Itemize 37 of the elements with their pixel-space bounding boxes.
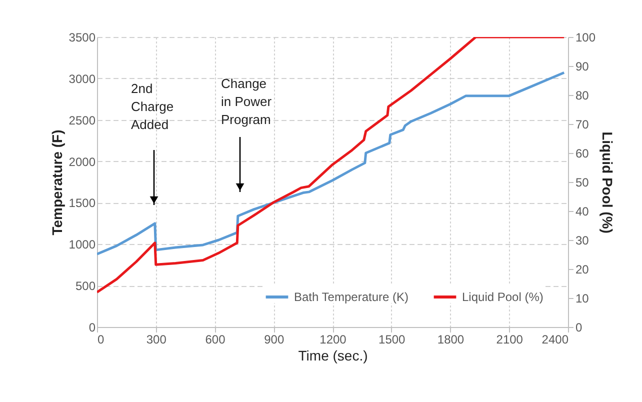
y-tick-label: 0	[88, 320, 96, 334]
y-tick-label: 3500	[68, 30, 96, 44]
y-tick-label: 1000	[68, 238, 96, 252]
x-tick-label: 300	[146, 332, 167, 346]
y2-tick-label: 20	[576, 262, 590, 276]
x-tick-label: 1200	[320, 332, 347, 346]
line-series	[97, 71, 566, 256]
y2-tick-label: 70	[576, 118, 590, 132]
x-tick-label: 2100	[496, 332, 524, 346]
annotation: 2nd Charge Added	[131, 81, 174, 132]
y2-axis-title: Liquid Pool (%)	[600, 132, 616, 234]
x-tick-label: 600	[205, 332, 226, 346]
y2-tick-label: 40	[576, 204, 590, 218]
legend-label: Liquid Pool (%)	[462, 290, 544, 304]
x-tick-label: 1500	[378, 332, 406, 346]
x-tick-label: 2400	[542, 332, 569, 346]
y-axis-title: Temperature (F)	[48, 130, 65, 236]
y2-tick-label: 10	[576, 292, 590, 306]
y-tick-label: 2500	[68, 113, 96, 128]
annotation: Change in Power Program	[221, 76, 272, 127]
y2-tick-label: 80	[576, 88, 590, 102]
y-tick-label: 3000	[68, 72, 96, 86]
y2-tick-label: 50	[576, 176, 590, 190]
x-tick-label: 0	[98, 332, 104, 346]
line-series	[97, 37, 566, 294]
x-tick-label: 900	[264, 332, 284, 346]
y-tick-label: 500	[75, 279, 96, 294]
x-tick-label: 1800	[437, 332, 464, 346]
y2-tick-label: 60	[576, 146, 590, 160]
y2-tick-label: 100	[576, 30, 596, 44]
y2-tick-label: 90	[576, 60, 590, 74]
y2-tick-label: 30	[576, 234, 590, 248]
y-tick-label: 2000	[68, 154, 96, 169]
y-tick-label: 1500	[68, 196, 96, 210]
y2-tick-label: 0	[576, 320, 582, 334]
legend-label: Bath Temperature (K)	[294, 290, 408, 304]
x-axis-title: Time (sec.)	[298, 348, 368, 364]
